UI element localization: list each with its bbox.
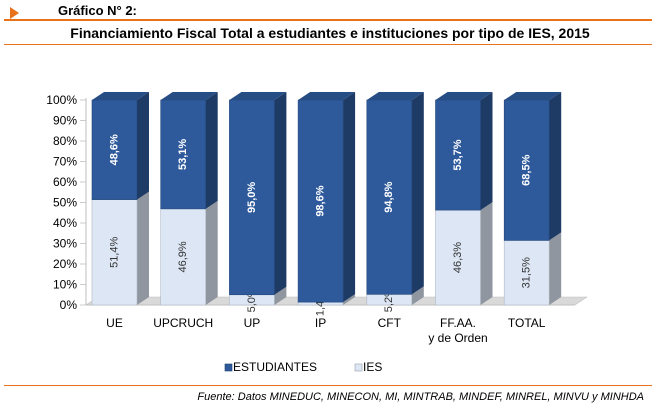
bar-segment-ies <box>503 240 550 306</box>
bar-top-face <box>298 92 356 100</box>
y-tick-label: 30% <box>53 237 77 251</box>
bar-segment-estudiantes <box>91 99 138 200</box>
source-note: Fuente: Datos MINEDUC, MINECON, MI, MINT… <box>197 391 644 403</box>
bar-top-face <box>504 92 562 100</box>
chart-title: Financiamiento Fiscal Total a estudiante… <box>70 25 590 41</box>
data-label: 51,4% <box>108 237 120 268</box>
data-label: 95,0% <box>246 182 258 213</box>
data-label: 31,5% <box>521 257 533 288</box>
y-tick-label: 10% <box>53 278 77 292</box>
arrow-bullet-icon <box>10 7 19 19</box>
bar-side-ies <box>549 232 562 305</box>
y-tick-label: 0% <box>60 298 78 312</box>
data-label: 98,6% <box>315 185 327 216</box>
bar-side-estudiantes <box>343 92 356 303</box>
bar-side-ies <box>137 191 149 305</box>
bar-segment-estudiantes <box>435 99 481 211</box>
bar-top-face <box>366 92 424 100</box>
x-tick-label: FF.AA. <box>440 316 476 330</box>
x-tick-label: IP <box>315 316 326 330</box>
legend-swatch <box>224 363 233 372</box>
bar-top-face <box>160 92 218 100</box>
y-tick-label: 50% <box>53 196 77 210</box>
data-label: 68,5% <box>521 154 533 185</box>
data-label: 46,3% <box>452 242 464 273</box>
bar-segment-ies <box>435 209 481 306</box>
bar-top-face <box>92 92 149 100</box>
y-tick-label: 20% <box>53 257 77 271</box>
title-rule <box>4 44 652 45</box>
bar-segment-estudiantes <box>503 99 550 241</box>
y-tick-label: 100% <box>46 93 77 107</box>
bar-side-estudiantes <box>411 92 424 295</box>
stacked-bar-chart: 0% 10% 20% 30% 40% 50% 60% 70% 80% 90% 100% 51,4% 48… <box>46 92 588 374</box>
bar-side-ies <box>205 200 218 305</box>
bar-side-estudiantes <box>274 92 287 295</box>
x-tick-label: CFT <box>378 316 402 330</box>
data-label: 48,6% <box>108 134 120 165</box>
x-tick-label: UE <box>106 316 123 330</box>
bar-top-face <box>229 92 287 100</box>
x-tick-label: UPCRUCH <box>153 316 213 330</box>
bar-side-ies <box>274 286 287 305</box>
y-tick-label: 40% <box>53 216 77 230</box>
y-tick-label: 70% <box>53 155 77 169</box>
x-tick-label: TOTAL <box>508 316 546 330</box>
bar-segment-estudiantes <box>366 99 413 295</box>
x-tick-label: UP <box>244 316 261 330</box>
figure-label: Gráfico N° 2: <box>58 3 137 18</box>
bar-side-estudiantes <box>205 92 218 209</box>
footer-rule <box>4 385 652 386</box>
data-label: 53,1% <box>177 139 189 170</box>
data-label: 94,8% <box>383 181 395 212</box>
bar-side-ies <box>343 294 356 305</box>
bar-side-ies <box>480 202 493 305</box>
bar-segment-estudiantes <box>229 99 275 296</box>
x-tick-label: y de Orden <box>428 331 487 345</box>
header-rule <box>4 19 652 21</box>
y-tick-label: 80% <box>53 134 77 148</box>
data-label: 53,7% <box>452 139 464 170</box>
bar-segment-estudiantes <box>297 99 344 303</box>
bar-segment-ies <box>160 208 206 306</box>
legend-label: IES <box>363 360 382 374</box>
bar-segment-ies <box>91 199 138 306</box>
bar-side-estudiantes <box>480 92 493 211</box>
y-tick-label: 90% <box>53 114 77 128</box>
data-label: 46,9% <box>177 241 189 272</box>
report-header: Gráfico N° 2: Financiamiento Fiscal Tota… <box>0 0 660 48</box>
bar-segment-estudiantes <box>160 99 206 210</box>
bar-side-estudiantes <box>137 92 149 200</box>
bar-side-estudiantes <box>549 92 562 241</box>
bar-side-ies <box>411 286 424 305</box>
legend-label: ESTUDIANTES <box>233 360 317 374</box>
legend-swatch <box>354 363 363 372</box>
bar-top-face <box>435 92 493 100</box>
y-tick-label: 60% <box>53 175 77 189</box>
